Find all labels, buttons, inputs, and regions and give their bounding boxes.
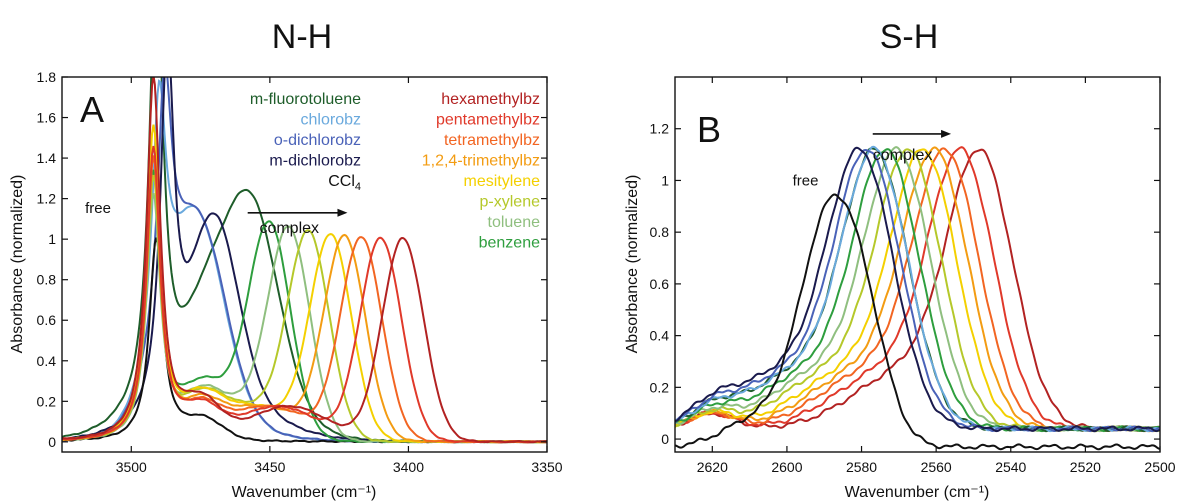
y-tick-label: 0.4 [37,353,57,369]
x-tick-label: 2520 [1070,459,1101,475]
panel-a-letter: A [80,89,104,130]
panel-b-ticks: 2620 2600 2580 2560 2540 2520 2500 0 0.2 0.4 0.6 0.… [650,77,1176,475]
legend-entry: CCl4 [328,173,361,193]
panel-a-plot-area [62,77,547,444]
y-tick-label: 1.6 [37,110,57,126]
legend-entry: o-dichlorobz [274,132,361,149]
annotation-free: free [85,200,111,217]
series-line-m-dichlorobz [675,146,1160,433]
x-tick-label: 2560 [921,459,952,475]
x-tick-label: 3500 [116,459,147,475]
y-tick-label: 0.2 [650,379,670,395]
series-line-hexamethylbz [62,77,547,444]
y-tick-label: 0.4 [650,328,670,344]
panel-a-title: N-H [272,18,332,56]
y-tick-label: 0.8 [650,224,670,240]
legend-entry-name: m-dichlorobz [269,153,361,170]
legend-entry: m-fluorotoluene [250,91,361,108]
legend-entry: benzene [479,235,540,252]
y-tick-label: 1.4 [37,150,57,166]
panel-b-xlabel: Wavenumber (cm⁻¹) [845,484,990,501]
annotation-complex: complex [259,220,319,237]
legend-entry-name: CCl [328,173,355,190]
panel-a-xlabel: Wavenumber (cm⁻¹) [232,484,377,501]
y-tick-label: 0.6 [37,312,57,328]
y-tick-label: 1 [48,231,56,247]
y-tick-label: 1 [661,172,669,188]
legend-entry: pentamethylbz [436,112,540,129]
legend-entry: tetramethylbz [444,132,540,149]
x-tick-label: 3450 [254,459,285,475]
panel-b-plot-area [675,145,1160,451]
legend-entry: toluene [488,214,541,231]
y-tick-label: 0.8 [37,272,57,288]
panel-b-letter: B [697,109,721,150]
panel-a-legend: m-fluorotoluene chlorobz o-dichlorobz m-dic… [250,91,540,252]
y-tick-label: 0.2 [37,393,57,409]
series-line-pentamethylbz [62,145,547,444]
panel-b-title: S-H [880,18,939,56]
y-tick-label: 0 [48,434,56,450]
complex-arrow-head [337,208,348,217]
x-tick-label: 2600 [771,459,802,475]
legend-entry: chlorobz [301,112,361,129]
panel-b-annotations: free complex [793,129,952,190]
x-tick-label: 2620 [697,459,728,475]
complex-arrow-head [941,129,952,138]
panel-a-frame [61,76,548,453]
y-tick-label: 1.8 [37,69,57,85]
legend-entry: p-xylene [480,194,541,211]
panel-a-annotations: free complex [85,200,348,237]
y-tick-label: 1.2 [650,121,670,137]
series-line-o-dichlorobz [675,148,1160,433]
legend-entry-subscript: 4 [355,181,361,193]
panel-a-ylabel: Absorbance (normalized) [9,175,26,354]
series-line-ccl4 [675,193,1160,451]
legend-entry-name: chlorobz [301,112,361,129]
annotation-complex: complex [873,147,933,164]
series-line-chlorobz [675,145,1160,433]
panel-b: S-H 2620 2600 2580 2560 2540 2520 2500 0 0.2 0.4 0… [624,18,1176,501]
legend-entry: mesitylene [464,173,541,190]
x-tick-label: 3350 [531,459,562,475]
legend-entry: 1,2,4-trimethylbz [422,153,540,170]
x-tick-label: 2580 [846,459,877,475]
y-tick-label: 0 [661,431,669,447]
legend-entry: m-dichlorobz [269,153,361,170]
y-tick-label: 1.2 [37,191,57,207]
x-tick-label: 3400 [393,459,424,475]
legend-entry-name: o-dichlorobz [274,132,361,149]
legend-entry-name: m-fluorotoluene [250,91,361,108]
panel-b-ylabel: Absorbance (normalized) [624,175,641,354]
panel-b-frame [674,76,1161,453]
panel-a-ticks: 3500 3450 3400 3350 0 0.2 0.4 0.6 0.8 1 1.2 1.4 1.6 1… [37,69,563,475]
x-tick-label: 2540 [995,459,1026,475]
annotation-free: free [793,173,819,190]
x-tick-label: 2500 [1144,459,1175,475]
legend-entry: hexamethylbz [441,91,540,108]
y-tick-label: 0.6 [650,276,670,292]
panel-a: N-H 3500 3450 3400 3350 0 0.2 0.4 0.6 0.8 1 1.2 1.4… [9,18,563,501]
